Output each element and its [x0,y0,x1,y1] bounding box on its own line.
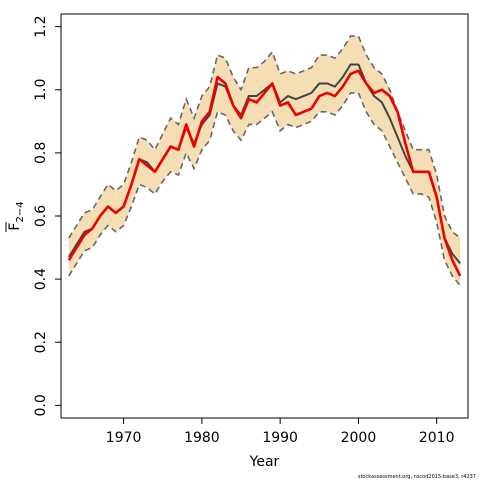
y-tick-label: 1.0 [33,79,49,101]
y-tick-label: 0.0 [33,394,49,416]
x-axis: 1970 1980 1990 2000 2010 [106,418,455,446]
series-line-comparison [67,69,462,277]
series-lines [67,63,462,277]
band-lower-bound [68,92,461,286]
y-axis-title-main: F [7,223,23,231]
y-tick-label: 0.6 [33,205,49,227]
y-tick-label: 0.8 [33,142,49,164]
y-tick-label: 0.2 [33,331,49,353]
x-tick-label: 1970 [106,430,142,446]
x-tick-label: 1990 [262,430,298,446]
y-tick-label: 0.4 [33,268,49,290]
y-axis-title-subscript: 2−4 [15,201,26,222]
x-tick-label: 2010 [419,430,455,446]
x-tick-label: 2000 [341,430,377,446]
svg-text:F2−4: F2−4 [7,201,26,230]
x-axis-title: Year [249,454,280,470]
band-fill [68,36,461,286]
x-tick-label: 1980 [184,430,220,446]
y-tick-label: 1.2 [33,15,49,37]
confidence-band [68,35,461,286]
band-upper-bound [68,35,461,239]
footnote: stockassessment.org, nscod2015-base3, r4… [358,474,476,480]
y-axis-title: F2−4 [5,201,26,232]
y-axis: 0.0 0.2 0.4 0.6 0.8 1.0 1.2 [33,15,61,417]
